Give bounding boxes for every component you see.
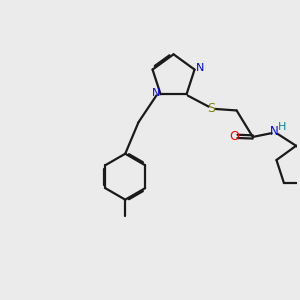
Text: N: N [152,88,160,98]
Text: S: S [208,103,216,116]
Text: H: H [278,122,286,132]
Text: O: O [229,130,239,143]
Text: N: N [270,125,279,138]
Text: N: N [195,63,204,74]
